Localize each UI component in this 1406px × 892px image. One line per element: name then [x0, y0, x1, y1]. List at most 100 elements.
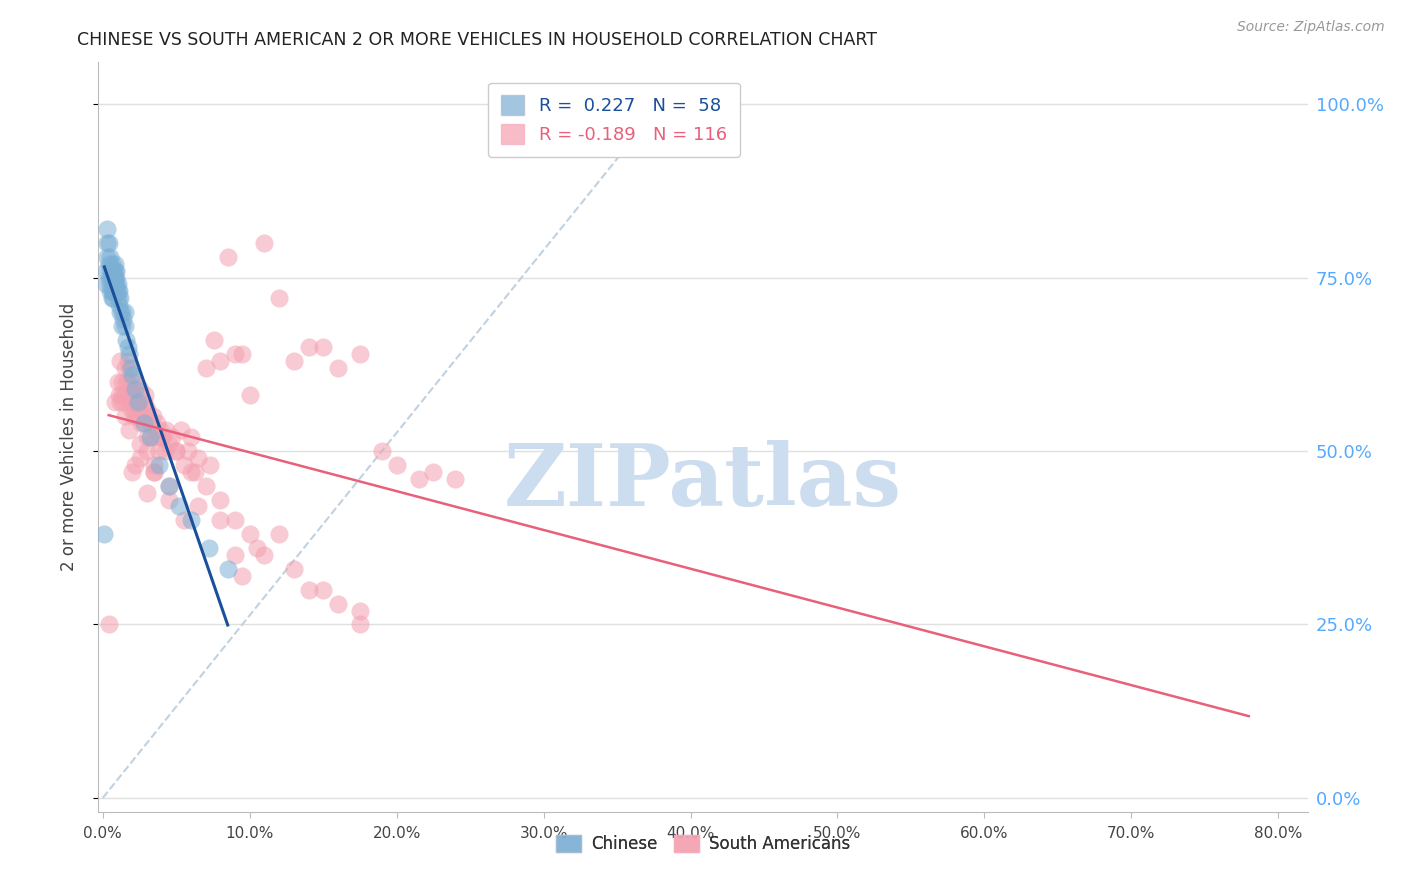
Point: [103, 395, 125, 409]
Point: [135, 485, 157, 500]
Point: [143, 458, 166, 472]
Point: [101, 277, 124, 292]
Point: [96, 235, 118, 250]
Point: [132, 395, 155, 409]
Point: [117, 353, 139, 368]
Point: [157, 437, 180, 451]
Point: [231, 347, 253, 361]
Point: [111, 305, 134, 319]
Point: [444, 472, 467, 486]
Point: [108, 388, 131, 402]
Point: [93, 527, 115, 541]
Point: [135, 402, 157, 417]
Point: [100, 257, 122, 271]
Point: [157, 478, 180, 492]
Point: [111, 388, 134, 402]
Point: [114, 360, 136, 375]
Point: [253, 235, 276, 250]
Point: [115, 375, 138, 389]
Point: [149, 423, 172, 437]
Point: [98, 285, 121, 299]
Point: [127, 388, 149, 402]
Point: [312, 582, 335, 597]
Point: [138, 409, 160, 424]
Point: [148, 458, 170, 472]
Point: [111, 319, 134, 334]
Point: [101, 285, 124, 299]
Point: [231, 569, 253, 583]
Point: [112, 312, 135, 326]
Point: [139, 416, 162, 430]
Point: [124, 375, 146, 389]
Point: [150, 430, 173, 444]
Point: [209, 492, 232, 507]
Point: [148, 444, 170, 458]
Point: [173, 513, 195, 527]
Point: [101, 291, 124, 305]
Point: [187, 500, 209, 514]
Point: [349, 617, 371, 632]
Point: [167, 500, 190, 514]
Point: [160, 430, 183, 444]
Point: [283, 353, 305, 368]
Point: [297, 582, 319, 597]
Point: [150, 430, 173, 444]
Point: [100, 270, 122, 285]
Point: [100, 285, 122, 299]
Point: [134, 388, 156, 402]
Point: [269, 291, 291, 305]
Point: [157, 478, 180, 492]
Point: [165, 444, 187, 458]
Point: [209, 513, 232, 527]
Point: [170, 423, 193, 437]
Point: [110, 291, 132, 305]
Y-axis label: 2 or more Vehicles in Household: 2 or more Vehicles in Household: [59, 303, 77, 571]
Point: [105, 263, 128, 277]
Point: [98, 263, 121, 277]
Point: [118, 360, 141, 375]
Point: [131, 402, 153, 417]
Point: [141, 430, 163, 444]
Point: [124, 382, 146, 396]
Point: [117, 340, 139, 354]
Point: [128, 402, 150, 417]
Point: [143, 465, 166, 479]
Point: [96, 222, 118, 236]
Point: [239, 388, 262, 402]
Point: [312, 340, 335, 354]
Point: [114, 305, 136, 319]
Point: [101, 263, 124, 277]
Point: [96, 250, 118, 264]
Point: [120, 360, 142, 375]
Point: [224, 347, 246, 361]
Point: [98, 277, 121, 292]
Point: [107, 277, 129, 292]
Point: [97, 257, 120, 271]
Point: [128, 450, 150, 465]
Point: [139, 430, 162, 444]
Point: [121, 465, 143, 479]
Point: [110, 305, 132, 319]
Point: [128, 437, 150, 451]
Point: [118, 423, 141, 437]
Point: [224, 548, 246, 562]
Text: ZIPatlas: ZIPatlas: [503, 440, 903, 524]
Point: [94, 263, 117, 277]
Point: [100, 263, 122, 277]
Point: [118, 347, 141, 361]
Point: [103, 263, 125, 277]
Point: [197, 541, 219, 555]
Point: [97, 235, 120, 250]
Point: [115, 333, 138, 347]
Point: [125, 395, 148, 409]
Point: [114, 319, 136, 334]
Point: [105, 285, 128, 299]
Point: [103, 270, 125, 285]
Point: [194, 478, 217, 492]
Point: [122, 409, 145, 424]
Point: [157, 492, 180, 507]
Point: [371, 444, 394, 458]
Point: [125, 409, 148, 424]
Point: [103, 257, 125, 271]
Point: [283, 562, 305, 576]
